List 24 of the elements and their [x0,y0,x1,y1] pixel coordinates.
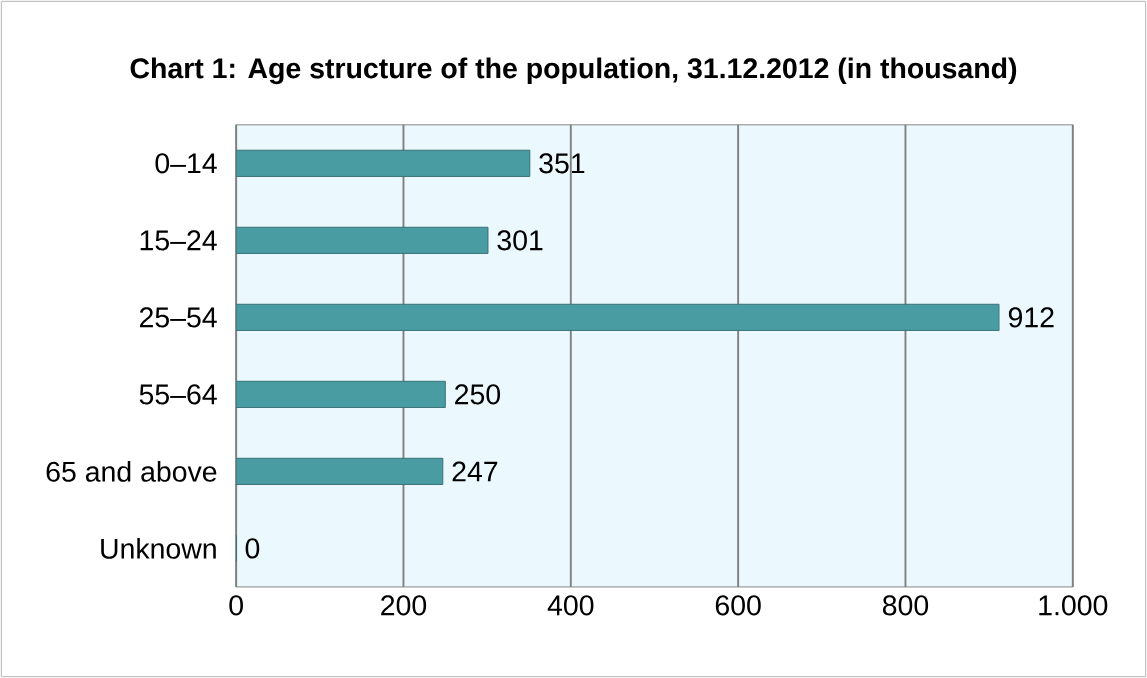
x-tick-label: 400 [547,595,594,616]
chart-title: Chart 1: Age structure of the population, 31.12.2012 (in thousand) [130,57,1017,85]
y-tick-label: 15–24 [140,230,217,251]
x-tick-label: 1.000 [1039,595,1108,616]
x-tick-label: 200 [381,595,427,616]
x-tick-label: 800 [882,595,929,616]
bar [236,149,531,177]
bar [236,380,446,408]
data-label: 912 [1008,307,1054,328]
data-label: 250 [455,384,501,405]
x-tick-label: 600 [715,595,761,616]
y-tick-label: 0–14 [155,153,217,174]
y-tick-label: Unknown [101,537,216,559]
bar [236,226,489,254]
data-label: 301 [497,230,543,251]
y-tick-label: 65 and above [46,460,217,482]
data-label: 0 [245,538,260,559]
bar [236,303,1000,331]
data-label: 351 [539,153,585,174]
y-tick-label: 55–64 [139,384,217,405]
x-tick-label: 0 [229,595,243,616]
y-tick-label: 25–54 [139,307,217,328]
bar [236,457,444,485]
data-label: 247 [452,461,498,482]
